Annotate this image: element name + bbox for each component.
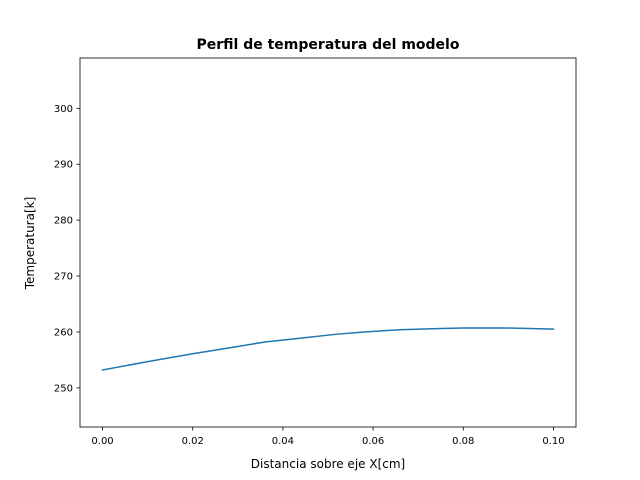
x-tick-label: 0.02 — [182, 436, 204, 447]
plot-area — [79, 57, 577, 428]
chart-title: Perfil de temperatura del modelo — [197, 37, 460, 53]
y-axis-title: Temperatura[k] — [23, 197, 37, 291]
x-axis-title: Distancia sobre eje X[cm] — [251, 457, 405, 471]
x-tick-label: 0.10 — [542, 436, 564, 447]
x-tick-label: 0.06 — [362, 436, 384, 447]
x-tick-label: 0.00 — [91, 436, 113, 447]
y-tick-label: 260 — [54, 327, 73, 338]
plot-frame — [79, 57, 577, 428]
x-axis-ticks: 0.00 0.02 0.04 0.06 0.08 0.10 — [91, 427, 565, 447]
y-tick-label: 290 — [54, 160, 73, 171]
y-tick-label: 250 — [54, 383, 73, 394]
y-tick-label: 270 — [54, 272, 73, 283]
y-tick-label: 280 — [54, 216, 73, 227]
series-line-0 — [101, 327, 555, 371]
x-tick-label: 0.04 — [272, 436, 294, 447]
y-tick-label: 300 — [54, 104, 73, 115]
y-axis-ticks: 250 260 270 280 290 300 — [54, 104, 80, 394]
x-tick-label: 0.08 — [452, 436, 474, 447]
